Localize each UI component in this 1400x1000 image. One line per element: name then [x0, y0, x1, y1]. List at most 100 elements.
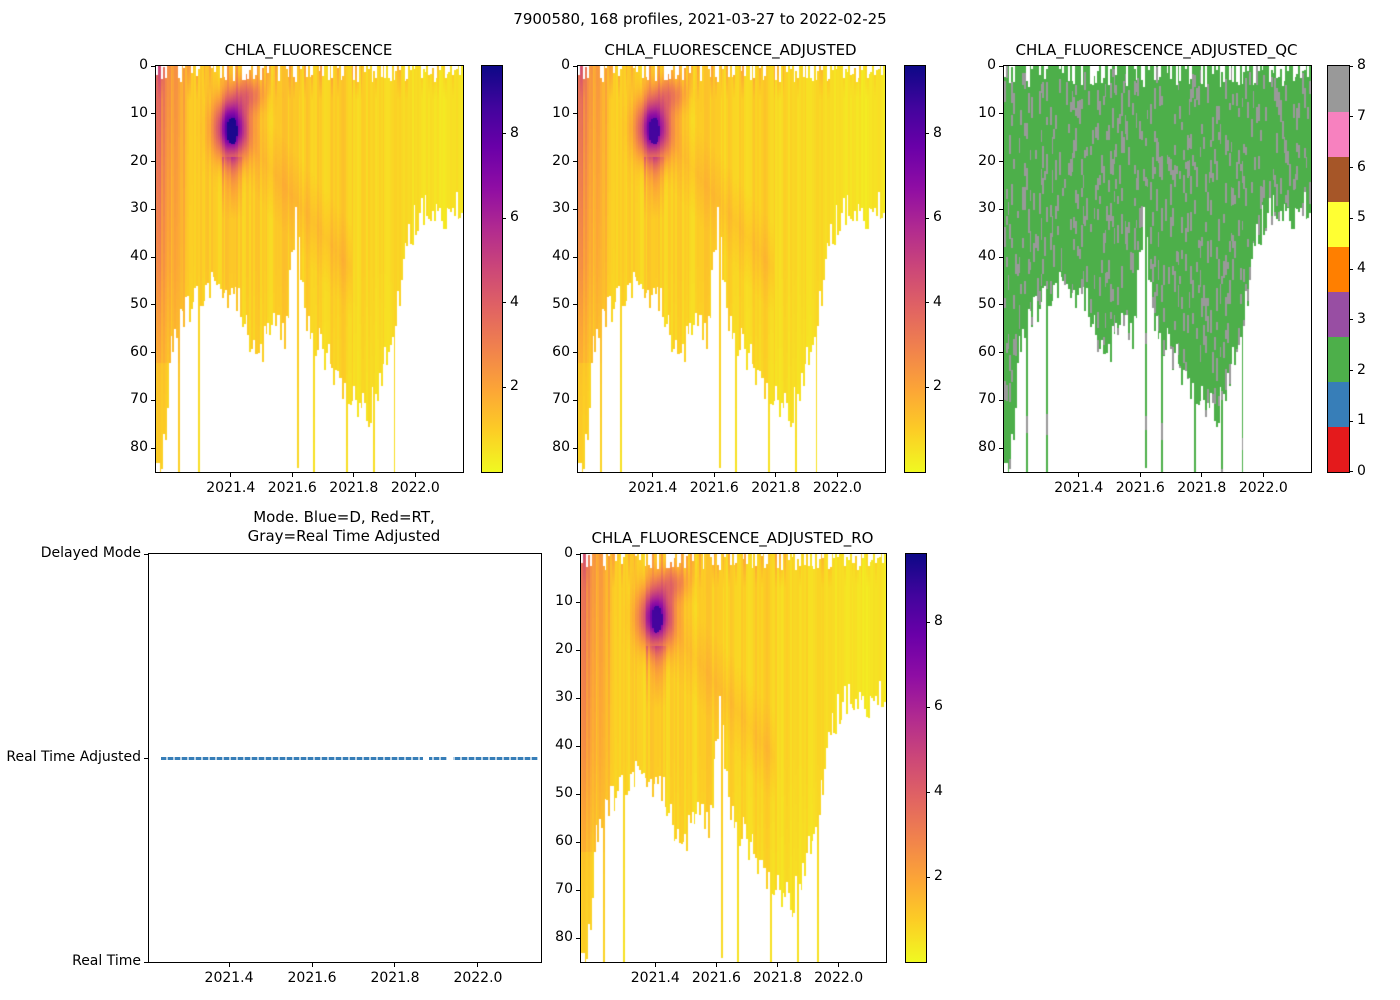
colorbar-tick-label: 2: [934, 868, 943, 884]
y-tick-label: 30: [555, 689, 573, 705]
colorbar-tick: [502, 386, 506, 388]
y-tick: [151, 65, 155, 67]
y-tick: [576, 937, 580, 939]
x-tick: [838, 963, 840, 967]
chla-fluorescence-heatmap: [156, 66, 463, 472]
y-tick: [151, 304, 155, 306]
y-tick-label: 0: [987, 57, 996, 73]
colorbar-tick: [502, 133, 506, 135]
mode-line-gap: [423, 756, 430, 761]
plot-mode: 2021.4 2021.6 2021.8 2022.0 Delayed Mode Real…: [6, 545, 542, 986]
qc-colorbar-tick: [1349, 116, 1353, 118]
y-tick-label: 40: [978, 248, 996, 265]
x-tick: [291, 473, 293, 477]
colorbar-chla-fluorescence-adjusted: 8 6 4 2: [904, 65, 942, 473]
panel-title-chla-fluorescence: CHLA_FLUORESCENCE: [224, 41, 393, 59]
y-tick: [999, 447, 1003, 449]
y-tick-label: 0: [139, 57, 148, 73]
y-tick-label: 40: [555, 737, 573, 753]
colorbar-tick: [925, 217, 929, 219]
y-tick: [573, 399, 577, 401]
y-tick: [151, 113, 155, 115]
qc-colorbar-segment: [1328, 111, 1349, 157]
qc-colorbar-segment: [1328, 291, 1349, 338]
y-tick: [573, 447, 577, 449]
y-tick: [573, 113, 577, 115]
qc-colorbar-tick: [1349, 268, 1353, 270]
chla-fluorescence-adjusted-qc-heatmap: [1004, 66, 1311, 472]
y-tick-label: 50: [555, 785, 573, 801]
y-tick-label: 80: [978, 439, 996, 456]
x-tick-label: 2021.6: [287, 970, 337, 986]
qc-colorbar-tick-label: 1: [1357, 412, 1366, 429]
x-tick: [713, 473, 715, 477]
panel-title-mode: Mode. Blue=D, Red=RT, Gray=Real Time Adj…: [148, 508, 540, 546]
x-tick: [1262, 473, 1264, 477]
colorbar-chla-fluorescence: 8 6 4 2: [481, 65, 519, 473]
x-tick-label: 2022.0: [1238, 480, 1288, 496]
colorbar-tick-label: 4: [933, 293, 942, 310]
x-tick-label: 2022.0: [390, 480, 440, 496]
x-tick: [715, 963, 717, 967]
colorbar-tick: [925, 386, 929, 388]
y-tick: [576, 793, 580, 795]
panel-title-chla-fluorescence-adjusted: CHLA_FLUORESCENCE_ADJUSTED: [604, 41, 857, 59]
qc-colorbar-tick: [1349, 420, 1353, 422]
mode-y-tick-label: Real Time Adjusted: [6, 749, 141, 765]
x-tick: [311, 963, 313, 967]
y-tick-label: 60: [555, 833, 573, 849]
qc-colorbar-tick: [1349, 370, 1353, 371]
qc-colorbar-tick-label: 4: [1357, 260, 1366, 276]
y-tick-label: 70: [555, 881, 573, 897]
y-tick: [999, 65, 1003, 67]
colorbar-tick-label: 8: [934, 613, 943, 629]
y-tick: [576, 745, 580, 747]
qc-colorbar-tick-label: 7: [1357, 107, 1366, 124]
qc-colorbar-tick-label: 6: [1357, 158, 1366, 175]
y-tick-label: 80: [552, 439, 570, 456]
x-tick-label: 2021.6: [689, 480, 739, 496]
y-tick: [999, 304, 1003, 306]
y-tick: [151, 399, 155, 401]
colorbar-tick: [502, 302, 506, 304]
x-tick: [1201, 473, 1203, 477]
qc-colorbar-segment: [1328, 336, 1349, 383]
colorbar-tick: [925, 133, 929, 135]
qc-colorbar-tick-label: 3: [1357, 310, 1366, 327]
colorbar-chla-fluorescence-adjusted-ro: 8 6 4 2: [905, 553, 943, 963]
mode-y-tick: [144, 757, 148, 759]
x-tick-label: 2021.4: [1054, 480, 1104, 496]
qc-colorbar-tick-label: 2: [1357, 361, 1366, 378]
x-tick-label: 2021.6: [691, 970, 741, 986]
colorbar-tick: [925, 302, 929, 304]
y-tick-label: 50: [978, 295, 996, 312]
y-tick-label: 30: [552, 200, 570, 217]
y-tick: [576, 601, 580, 603]
x-tick: [777, 963, 778, 967]
x-tick: [477, 963, 479, 967]
x-tick: [230, 473, 232, 477]
y-tick-label: 10: [552, 104, 570, 121]
panel-title-chla-fluorescence-adjusted-ro: CHLA_FLUORESCENCE_ADJUSTED_RO: [591, 529, 874, 547]
colorbar-tick: [926, 876, 930, 878]
y-tick: [576, 697, 580, 699]
y-tick: [999, 399, 1003, 401]
colorbar-tick-label: 8: [933, 124, 942, 141]
y-tick: [151, 256, 155, 258]
qc-colorbar-tick: [1349, 217, 1353, 219]
y-tick: [151, 447, 155, 449]
x-tick-label: 2021.8: [1177, 480, 1227, 496]
x-tick: [836, 473, 838, 477]
mode-line-gap: [446, 756, 453, 761]
x-tick-label: 2021.8: [753, 970, 802, 986]
colorbar-tick: [502, 217, 506, 219]
y-tick: [573, 352, 577, 354]
colorbar-tick-label: 4: [934, 783, 943, 799]
y-tick: [573, 161, 577, 163]
y-tick-label: 0: [561, 57, 570, 73]
panel-title-chla-fluorescence-adjusted-qc: CHLA_FLUORESCENCE_ADJUSTED_QC: [1015, 41, 1298, 59]
colorbar-tick: [926, 706, 930, 708]
y-tick-label: 30: [978, 200, 996, 217]
qc-colorbar-tick-label: 0: [1357, 463, 1366, 479]
y-tick: [151, 161, 155, 163]
